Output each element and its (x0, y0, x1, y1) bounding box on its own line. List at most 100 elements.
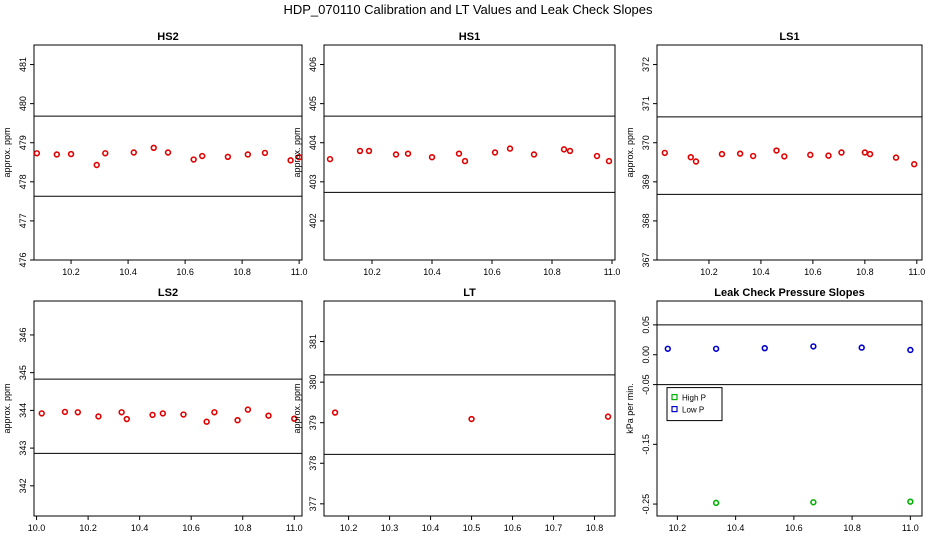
data-point (93, 161, 100, 169)
x-tick-label: 11.0 (291, 267, 308, 277)
data-point (95, 413, 102, 420)
x-tick-label: 10.6 (504, 523, 522, 533)
x-tick-label: 10.4 (423, 267, 441, 277)
y-tick-label: 369 (641, 174, 651, 189)
y-tick-label: 406 (308, 57, 318, 72)
data-point (244, 406, 252, 413)
x-tick-label: 10.2 (79, 523, 97, 533)
legend-marker (671, 393, 678, 401)
data-point (224, 153, 232, 161)
data-point (295, 153, 303, 161)
data-point (365, 147, 373, 155)
y-axis-label: approx. ppm (625, 127, 635, 177)
data-point (861, 149, 869, 156)
y-tick-label: 403 (308, 174, 318, 189)
chart-title: LS1 (779, 31, 799, 43)
y-tick-label: 405 (308, 96, 318, 111)
y-tick-label: -0.15 (641, 434, 651, 455)
data-point (203, 418, 210, 425)
data-point (687, 153, 694, 161)
chart-title: HS1 (459, 31, 480, 43)
y-axis-label: approx. ppm (292, 383, 302, 433)
legend-marker (671, 405, 678, 413)
data-point (506, 145, 514, 152)
data-point (838, 149, 845, 156)
y-tick-label: -0.05 (641, 374, 651, 395)
y-tick-label: 381 (308, 334, 318, 349)
data-point (566, 147, 574, 155)
y-tick-label: 344 (18, 403, 28, 418)
x-tick-label: 10.3 (381, 523, 399, 533)
y-axis-label: approx. ppm (2, 127, 12, 177)
data-point (244, 151, 252, 158)
data-point (118, 409, 125, 416)
x-tick-label: 10.2 (669, 523, 687, 533)
plot-frame (656, 300, 923, 517)
figure-title: HDP_070110 Calibration and LT Values and… (283, 2, 653, 17)
x-tick-label: 10.4 (727, 523, 745, 533)
data-point (810, 343, 817, 350)
x-tick-label: 10.6 (176, 267, 194, 277)
chart-panel: HS2 approx. ppm 10.2 10.4 10.6 10.8 11.0 476 477… (2, 31, 308, 277)
y-tick-label: 378 (308, 456, 318, 471)
data-point (159, 410, 167, 417)
x-tick-label: 10.6 (483, 267, 501, 277)
data-point (261, 149, 269, 157)
x-tick-label: 10.8 (543, 267, 561, 277)
data-point (33, 150, 41, 157)
data-point (331, 409, 339, 416)
data-point (356, 147, 364, 155)
x-tick-label: 10.2 (340, 523, 358, 533)
y-tick-label: 476 (18, 252, 28, 267)
data-point (692, 158, 700, 165)
y-axis-label: approx. ppm (292, 127, 302, 177)
legend-box (666, 387, 723, 422)
data-point (773, 147, 780, 154)
chart-title: LT (463, 287, 476, 299)
chart-panel: Leak Check Pressure Slopes kPa per min. 10… (625, 287, 923, 533)
plot-frame (323, 44, 616, 261)
data-point (265, 412, 272, 419)
data-point (661, 149, 668, 157)
x-tick-label: 11.0 (604, 267, 621, 277)
data-point (38, 410, 45, 417)
data-point (807, 151, 814, 159)
y-tick-label: 346 (18, 327, 28, 342)
y-tick-label: 477 (18, 213, 28, 228)
y-tick-label: 481 (18, 57, 28, 72)
data-point (123, 415, 130, 423)
data-point (102, 150, 109, 157)
y-tick-label: 478 (18, 174, 28, 189)
x-tick-label: 10.8 (234, 523, 252, 533)
x-tick-label: 10.8 (843, 523, 861, 533)
data-point (287, 157, 294, 164)
data-point (455, 150, 463, 157)
data-point (530, 151, 538, 158)
data-point (130, 149, 137, 156)
x-tick-label: 10.7 (545, 523, 563, 533)
data-point (291, 415, 298, 422)
data-point (593, 152, 601, 160)
data-point (211, 409, 218, 416)
x-tick-label: 10.2 (363, 267, 381, 277)
data-point (866, 150, 874, 158)
x-tick-label: 10.6 (785, 523, 803, 533)
data-point (491, 149, 499, 156)
plot-frame (33, 300, 303, 517)
chart-title: LS2 (158, 287, 178, 299)
y-tick-label: 370 (641, 135, 651, 150)
chart-panel: HS1 approx. ppm 10.2 10.4 10.6 10.8 11.0 402 403… (292, 31, 620, 277)
x-tick-label: 10.4 (422, 523, 440, 533)
data-point (712, 499, 720, 507)
data-point (149, 411, 156, 419)
data-point (605, 157, 613, 165)
data-point (736, 150, 744, 157)
y-tick-label: 372 (641, 57, 651, 72)
legend-label: High P (682, 394, 706, 403)
data-point (718, 150, 726, 158)
x-tick-label: 10.2 (62, 267, 80, 277)
legend: High P Low P (666, 387, 723, 422)
data-point (781, 153, 788, 160)
chart-title: HS2 (157, 31, 178, 43)
data-point (560, 146, 568, 153)
